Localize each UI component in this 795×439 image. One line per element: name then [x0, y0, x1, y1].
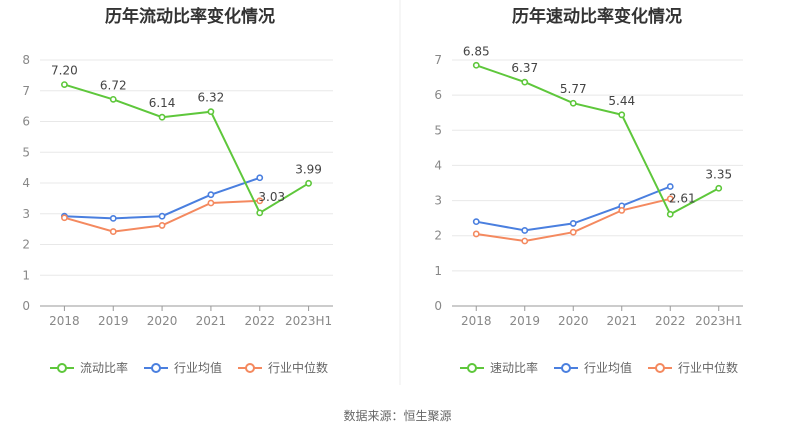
- data-label: 6.32: [198, 91, 225, 105]
- data-point: [472, 61, 480, 69]
- data-point: [569, 220, 577, 227]
- x-tick-label: 2018: [49, 314, 80, 328]
- data-label: 2.61: [669, 191, 696, 205]
- x-tick-label: 2022: [244, 314, 275, 328]
- legend-label: 行业中位数: [678, 360, 738, 375]
- x-tick-label: 2023H1: [695, 314, 742, 328]
- y-tick-label: 1: [22, 268, 30, 282]
- data-point: [472, 218, 480, 226]
- y-tick-label: 2: [22, 238, 30, 252]
- data-point: [158, 222, 166, 229]
- legend-label: 流动比率: [80, 360, 128, 375]
- data-point: [569, 99, 577, 107]
- legend-swatch-marker: [245, 363, 255, 373]
- chart-title: 历年速动比率变化情况: [512, 6, 682, 27]
- data-point: [618, 111, 626, 119]
- y-tick-label: 3: [434, 194, 442, 208]
- data-point: [158, 113, 166, 121]
- x-tick-label: 2021: [196, 314, 227, 328]
- x-tick-label: 2022: [655, 314, 686, 328]
- chart-panel-2: 历年速动比率变化情况 0 1 2 3 4 5 6 7 2018 2019 2020 2021 2022 20…: [434, 6, 743, 375]
- legend-label: 行业均值: [174, 360, 222, 375]
- x-tick-label: 2023H1: [285, 314, 332, 328]
- legend-swatch-marker: [57, 363, 67, 373]
- data-label: 6.72: [100, 78, 127, 92]
- data-label: 3.35: [705, 167, 732, 181]
- y-tick-label: 5: [22, 145, 30, 159]
- y-tick-label: 7: [22, 84, 30, 98]
- data-label: 5.44: [608, 94, 635, 108]
- x-tick-label: 2019: [98, 314, 129, 328]
- data-point: [521, 78, 529, 86]
- legend-swatch-marker: [655, 363, 665, 373]
- x-tick-label: 2018: [461, 314, 492, 328]
- data-point: [666, 183, 674, 190]
- data-label: 5.77: [560, 82, 587, 96]
- x-tick-label: 2019: [509, 314, 540, 328]
- legend-label: 速动比率: [490, 360, 538, 375]
- y-tick-label: 6: [434, 88, 442, 102]
- data-point: [256, 209, 264, 217]
- data-source: 数据来源：恒生聚源: [343, 409, 452, 423]
- y-tick-label: 4: [434, 158, 442, 172]
- data-label: 6.85: [463, 44, 490, 58]
- legend-swatch-marker: [467, 363, 477, 373]
- y-tick-label: 8: [22, 53, 30, 67]
- data-point: [109, 214, 117, 222]
- data-point: [61, 81, 68, 88]
- data-point: [521, 227, 529, 234]
- x-tick-label: 2020: [558, 314, 589, 328]
- y-tick-label: 5: [434, 123, 442, 137]
- data-point: [666, 195, 674, 203]
- chart-panel-1: 历年流动比率变化情况 0 1 2 3 4 5 6 7 8 2018 2019 2020 2021 2022 2…: [22, 6, 333, 375]
- data-label: 3.03: [258, 190, 285, 204]
- data-point: [207, 191, 215, 199]
- y-tick-label: 7: [434, 53, 442, 67]
- y-tick-label: 4: [22, 176, 30, 190]
- x-tick-label: 2020: [147, 314, 178, 328]
- series-line-2: [64, 176, 261, 220]
- y-tick-label: 1: [434, 264, 442, 278]
- y-tick-label: 2: [434, 229, 442, 243]
- series-line-1: [64, 83, 310, 215]
- data-point: [109, 228, 117, 235]
- legend-swatch-marker: [151, 363, 161, 373]
- data-point: [109, 95, 117, 103]
- x-tick-label: 2021: [606, 314, 637, 328]
- data-point: [61, 214, 68, 222]
- data-point: [618, 207, 626, 214]
- y-tick-label: 6: [22, 115, 30, 129]
- legend-label: 行业均值: [584, 360, 632, 375]
- data-label: 3.99: [295, 162, 322, 176]
- data-point: [305, 179, 312, 187]
- data-point: [207, 108, 215, 116]
- data-point: [666, 210, 674, 218]
- data-point: [715, 184, 723, 192]
- legend-label: 行业中位数: [268, 360, 328, 375]
- data-point: [521, 237, 529, 245]
- data-point: [207, 199, 215, 207]
- data-point: [256, 197, 264, 205]
- y-tick-label: 0: [434, 299, 442, 313]
- data-point: [472, 230, 480, 238]
- y-tick-label: 0: [22, 299, 30, 313]
- data-label: 7.20: [51, 64, 78, 78]
- y-tick-label: 3: [22, 207, 30, 221]
- chart-title: 历年流动比率变化情况: [105, 6, 275, 27]
- legend-swatch-marker: [561, 363, 571, 373]
- data-point: [158, 212, 166, 220]
- data-label: 6.14: [149, 96, 176, 110]
- data-label: 6.37: [511, 61, 538, 75]
- series-line-1: [475, 64, 720, 216]
- data-point: [256, 174, 264, 182]
- data-point: [569, 228, 577, 236]
